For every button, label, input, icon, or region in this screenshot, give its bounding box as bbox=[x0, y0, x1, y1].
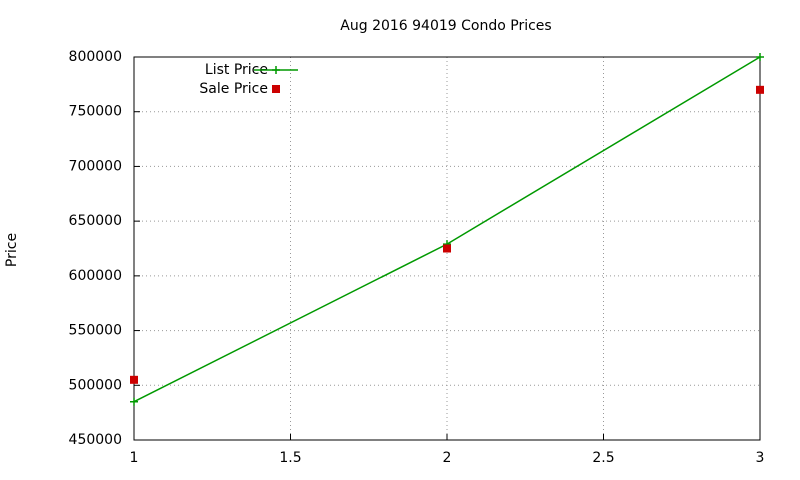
y-tick-label: 650000 bbox=[69, 213, 122, 229]
chart-title: Aug 2016 94019 Condo Prices bbox=[340, 18, 551, 34]
point bbox=[756, 53, 764, 61]
legend-label: List Price bbox=[205, 62, 268, 78]
y-tick-label: 550000 bbox=[69, 323, 122, 339]
point bbox=[756, 85, 764, 94]
legend-marker bbox=[272, 85, 280, 93]
x-tick-label: 2 bbox=[443, 450, 452, 466]
x-tick-label: 3 bbox=[756, 450, 765, 466]
y-tick-label: 700000 bbox=[69, 158, 122, 174]
y-tick-label: 450000 bbox=[69, 432, 122, 448]
point bbox=[443, 244, 451, 253]
x-tick-label: 1.5 bbox=[279, 450, 301, 466]
x-tick-label: 2.5 bbox=[592, 450, 614, 466]
y-tick-label: 600000 bbox=[69, 268, 122, 284]
y-tick-label: 750000 bbox=[69, 104, 122, 120]
y-tick-label: 800000 bbox=[69, 49, 122, 65]
y-tick-label: 500000 bbox=[69, 377, 122, 393]
legend-label: Sale Price bbox=[199, 81, 268, 97]
plot-border bbox=[133, 56, 761, 441]
point bbox=[130, 375, 138, 384]
legend-marker bbox=[272, 66, 280, 74]
y-axis-label: Price bbox=[4, 233, 20, 267]
point bbox=[130, 397, 138, 406]
x-tick-label: 1 bbox=[130, 450, 139, 466]
